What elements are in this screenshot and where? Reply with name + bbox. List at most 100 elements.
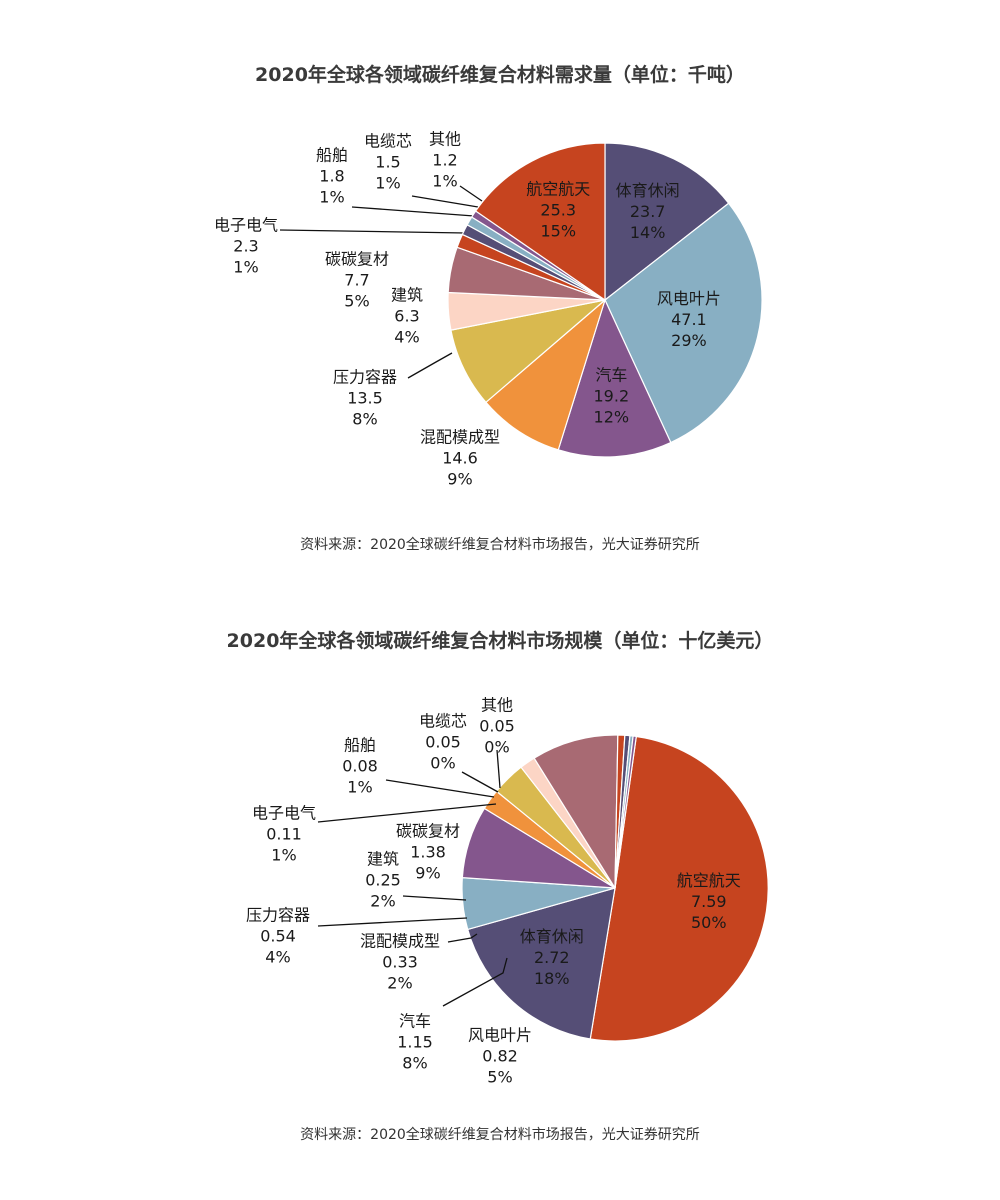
leader-line (496, 749, 501, 789)
slice-label: 风电叶片 (657, 289, 721, 308)
chart2-source: 资料来源：2020全球碳纤维复合材料市场报告，光大证券研究所 (300, 1127, 700, 1143)
slice-label: 碳碳复材 (325, 250, 389, 269)
slice-percent: 1% (375, 174, 400, 193)
chart1-title: 2020年全球各领域碳纤维复合材料需求量（单位：千吨） (255, 64, 745, 86)
slice-label: 混配模成型 (360, 932, 440, 951)
slice-percent: 15% (540, 222, 576, 241)
slice-percent: 9% (447, 470, 472, 489)
leader-line (461, 771, 499, 793)
slice-value: 0.08 (342, 757, 378, 776)
pie-slice (485, 298, 607, 451)
slice-label: 电缆芯 (419, 712, 467, 731)
slice-value: 2.72 (534, 948, 570, 967)
slice-label: 压力容器 (333, 368, 397, 387)
slice-value: 0.82 (482, 1047, 518, 1066)
leader-line (402, 895, 467, 901)
slice-value: 2.3 (233, 237, 258, 256)
slice-value: 47.1 (671, 310, 707, 329)
slice-value: 1.38 (410, 843, 446, 862)
leader-line (442, 957, 508, 1007)
chart2-title: 2020年全球各领域碳纤维复合材料市场规模（单位：十亿美元） (226, 630, 774, 652)
slice-label: 电子电气 (214, 216, 278, 235)
leader-line (411, 195, 479, 208)
slice-value: 0.05 (425, 733, 461, 752)
leader-line (407, 352, 453, 379)
slice-value: 25.3 (540, 201, 576, 220)
slice-value: 1.5 (375, 153, 400, 172)
leader-line (447, 933, 478, 943)
slice-value: 0.11 (266, 825, 302, 844)
slice-percent: 1% (319, 188, 344, 207)
slice-label: 风电叶片 (468, 1026, 532, 1045)
slice-percent: 14% (630, 223, 666, 242)
slice-value: 13.5 (347, 389, 383, 408)
slice-percent: 0% (484, 738, 509, 757)
slice-label: 电子电气 (252, 804, 316, 823)
leader-line (351, 206, 475, 217)
slice-value: 7.7 (344, 271, 369, 290)
slice-label: 航空航天 (677, 871, 741, 890)
slice-value: 0.33 (382, 953, 418, 972)
slice-percent: 8% (402, 1054, 427, 1073)
pie-slice (533, 734, 619, 891)
leader-line (459, 185, 483, 202)
slice-value: 0.54 (260, 927, 296, 946)
pie-slice (557, 298, 672, 458)
slice-label: 压力容器 (246, 906, 310, 925)
chart1-pie: 体育休闲 23.7 14% 风电叶片 47.1 29% 汽车 19.2 12% 混配模成型 14.6… (214, 130, 763, 489)
slice-value: 1.15 (397, 1033, 433, 1052)
slice-percent: 1% (233, 258, 258, 277)
chart1-source: 资料来源：2020全球碳纤维复合材料市场报告，光大证券研究所 (300, 537, 700, 553)
slice-label: 混配模成型 (420, 428, 500, 447)
slice-label: 船舶 (316, 146, 348, 165)
leader-line (317, 803, 497, 823)
slice-percent: 29% (671, 331, 707, 350)
pie-slice (466, 887, 616, 1040)
slice-label: 体育休闲 (520, 927, 584, 946)
slice-label: 船舶 (344, 736, 376, 755)
slice-label: 汽车 (595, 366, 627, 385)
slice-percent: 0% (430, 754, 455, 773)
pie-slice (614, 735, 637, 889)
leader-line (317, 917, 468, 927)
slice-value: 1.8 (319, 167, 344, 186)
slice-percent: 2% (370, 892, 395, 911)
slice-percent: 2% (387, 974, 412, 993)
pie-slice (604, 202, 763, 444)
slice-percent: 4% (394, 328, 419, 347)
slice-value: 23.7 (630, 202, 666, 221)
slice-value: 0.05 (479, 717, 515, 736)
slice-percent: 50% (691, 913, 727, 932)
slice-percent: 18% (534, 969, 570, 988)
slice-value: 7.59 (691, 892, 727, 911)
pie-slice (589, 735, 769, 1042)
slice-label: 电缆芯 (364, 132, 412, 151)
slice-value: 6.3 (394, 307, 419, 326)
slice-label: 建筑 (367, 850, 399, 869)
slice-percent: 5% (487, 1068, 512, 1087)
slice-percent: 8% (352, 410, 377, 429)
slice-percent: 5% (344, 292, 369, 311)
slice-value: 0.25 (365, 871, 401, 890)
slice-label: 体育休闲 (616, 181, 680, 200)
slice-label: 汽车 (399, 1012, 431, 1031)
slice-label: 建筑 (391, 286, 423, 305)
slice-percent: 9% (415, 864, 440, 883)
leader-line (279, 224, 471, 234)
slice-value: 19.2 (594, 387, 630, 406)
slice-value: 14.6 (442, 449, 478, 468)
slice-percent: 1% (347, 778, 372, 797)
slice-label: 航空航天 (526, 180, 590, 199)
pie-slice (474, 142, 606, 302)
slice-label: 其他 (481, 696, 513, 715)
chart2-pie: 航空航天 7.59 50% 体育休闲 2.72 18% 风电叶片 0.82 5% 汽车 1.15 8%… (246, 696, 769, 1087)
slice-percent: 1% (271, 846, 296, 865)
slice-value: 1.2 (432, 151, 457, 170)
pie-slice (604, 142, 730, 302)
leader-line (385, 779, 495, 798)
slice-label: 碳碳复材 (396, 822, 460, 841)
slice-percent: 4% (265, 948, 290, 967)
slice-percent: 1% (432, 172, 457, 191)
slice-percent: 12% (594, 408, 630, 427)
slice-label: 其他 (429, 130, 461, 149)
